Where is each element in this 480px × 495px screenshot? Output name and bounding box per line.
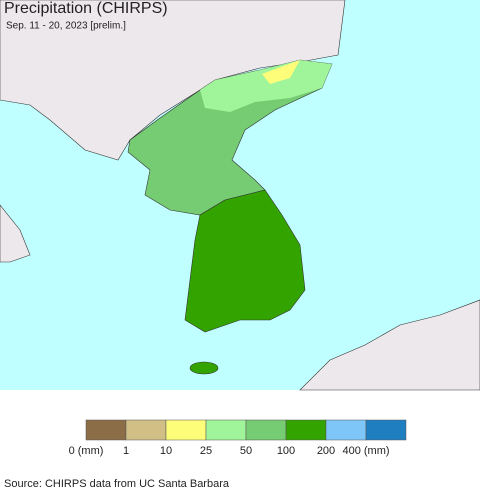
legend-label: 50 bbox=[240, 445, 252, 457]
legend-swatch bbox=[165, 419, 207, 441]
legend-swatch bbox=[125, 419, 167, 441]
legend-label: 25 bbox=[200, 445, 212, 457]
legend-swatch bbox=[205, 419, 247, 441]
title: Precipitation (CHIRPS) bbox=[4, 0, 168, 17]
legend-swatch bbox=[325, 419, 367, 441]
legend-swatch bbox=[365, 419, 407, 441]
legend-swatch bbox=[85, 419, 127, 441]
south-korea bbox=[184, 189, 306, 333]
legend-label: 100 bbox=[277, 445, 295, 457]
subtitle: Sep. 11 - 20, 2023 [prelim.] bbox=[6, 21, 126, 32]
source: Source: CHIRPS data from UC Santa Barbar… bbox=[4, 478, 230, 490]
legend: 0 (mm) 1 10 25 50 100 200 400 (mm) bbox=[69, 419, 407, 457]
legend-label: 1 bbox=[123, 445, 129, 457]
legend-swatch bbox=[245, 419, 287, 441]
north-korea-dry bbox=[262, 60, 300, 84]
jeju bbox=[189, 361, 219, 375]
legend-label: 200 bbox=[317, 445, 335, 457]
legend-label: 400 (mm) bbox=[342, 445, 389, 457]
legend-label: 0 (mm) bbox=[69, 445, 104, 457]
land-china bbox=[0, 0, 346, 161]
land-japan bbox=[299, 299, 480, 391]
legend-swatch bbox=[285, 419, 327, 441]
land-china-coast bbox=[0, 204, 31, 263]
north-korea-wet bbox=[200, 60, 332, 112]
legend-label: 10 bbox=[160, 445, 172, 457]
